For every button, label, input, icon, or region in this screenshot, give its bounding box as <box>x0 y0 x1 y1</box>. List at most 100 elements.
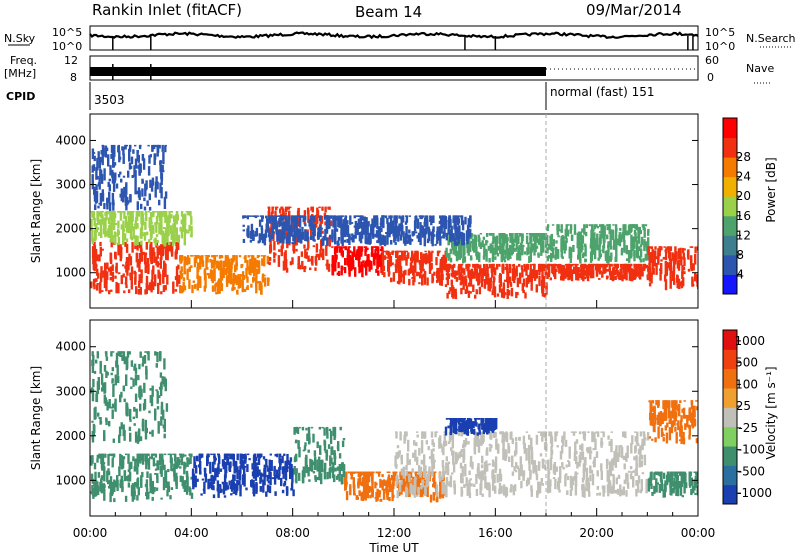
range-cell <box>268 465 271 479</box>
range-cell <box>573 263 577 266</box>
range-cell <box>454 419 457 425</box>
range-cell <box>137 288 141 295</box>
range-cell <box>305 427 308 431</box>
range-cell <box>372 226 375 239</box>
range-cell <box>507 281 510 285</box>
range-cell <box>234 264 237 273</box>
range-cell <box>160 405 164 411</box>
range-cell <box>250 283 253 288</box>
range-cell <box>495 263 499 270</box>
range-cell <box>489 277 493 282</box>
range-cell <box>400 480 403 485</box>
range-cell <box>690 418 693 422</box>
range-cell <box>320 215 324 224</box>
range-cell <box>392 272 396 282</box>
range-cell <box>302 471 305 484</box>
range-cell <box>151 480 154 495</box>
range-cell <box>150 224 153 231</box>
range-cell <box>431 277 434 282</box>
range-cell <box>212 453 216 456</box>
range-cell <box>669 482 672 496</box>
range-cell <box>664 425 667 431</box>
range-cell <box>101 382 105 391</box>
range-cell <box>124 282 127 285</box>
range-cell <box>186 211 190 215</box>
range-cell <box>132 456 135 462</box>
range-cell <box>681 271 684 280</box>
range-cell <box>141 363 144 367</box>
colorbar-tick-label: 28 <box>736 150 751 164</box>
range-cell <box>136 150 139 161</box>
range-cell <box>492 276 496 283</box>
range-cell <box>140 274 143 284</box>
range-cell <box>416 218 420 229</box>
range-cell <box>669 474 672 488</box>
range-cell <box>247 225 250 239</box>
range-cell <box>526 477 530 483</box>
range-cell <box>212 475 216 484</box>
range-cell <box>488 419 492 429</box>
range-cell <box>271 215 275 217</box>
range-cell <box>153 153 157 160</box>
range-cell <box>676 471 680 474</box>
range-cell <box>549 235 552 239</box>
range-cell <box>346 255 349 266</box>
range-cell <box>448 441 451 445</box>
range-cell <box>449 248 452 254</box>
range-cell <box>271 211 274 215</box>
range-cell <box>424 250 427 253</box>
range-cell <box>181 476 184 487</box>
colorbar-tick-label: 12 <box>736 228 751 242</box>
range-cell <box>157 269 160 279</box>
range-cell <box>472 284 475 292</box>
range-cell <box>100 475 104 480</box>
range-cell <box>314 456 317 470</box>
range-cell <box>175 227 178 241</box>
range-cell <box>124 241 127 247</box>
range-cell <box>329 234 332 240</box>
range-cell <box>237 274 240 283</box>
range-cell <box>329 466 332 473</box>
range-cell <box>651 400 654 404</box>
range-cell <box>192 280 195 283</box>
range-cell <box>419 215 422 219</box>
freq-panel: Freq. [MHz] 12 8 60 0 Nave <box>4 54 774 84</box>
range-cell <box>342 228 345 237</box>
range-cell <box>283 453 286 456</box>
range-cell <box>673 255 677 265</box>
range-cell <box>391 262 394 266</box>
range-cell <box>493 286 497 298</box>
freq-label-line2: [MHz] <box>4 67 36 80</box>
range-cell <box>590 469 594 474</box>
range-cell <box>439 490 442 499</box>
range-cell <box>606 469 609 482</box>
range-cell <box>96 211 99 222</box>
range-cell <box>179 460 183 463</box>
range-cell <box>91 246 95 259</box>
range-cell <box>407 439 410 452</box>
range-cell <box>268 257 272 261</box>
y-tick-label: 2000 <box>55 222 86 236</box>
range-cell <box>113 174 116 183</box>
range-cell <box>229 485 232 490</box>
range-cell <box>277 473 280 480</box>
range-cell <box>523 263 526 268</box>
range-cell <box>438 279 441 283</box>
range-cell <box>199 255 202 267</box>
range-cell <box>641 472 645 475</box>
range-cell <box>694 246 697 254</box>
range-cell <box>343 231 346 238</box>
range-cell <box>461 267 464 274</box>
range-cell <box>502 233 505 241</box>
range-cell <box>387 474 391 479</box>
range-cell <box>283 252 287 265</box>
range-cell <box>478 423 481 431</box>
range-cell <box>177 264 180 270</box>
range-cell <box>138 167 141 175</box>
range-cell <box>247 255 250 258</box>
range-cell <box>280 230 283 242</box>
range-cell <box>338 476 341 482</box>
range-cell <box>144 252 148 256</box>
range-cell <box>100 228 103 238</box>
range-cell <box>262 479 265 493</box>
